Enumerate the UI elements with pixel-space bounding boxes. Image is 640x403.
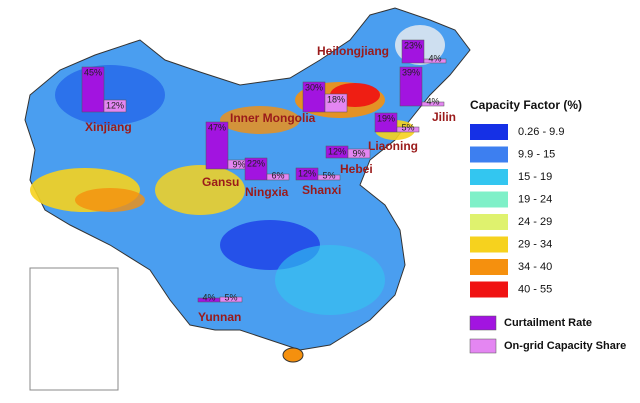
curtailment-label: 39% xyxy=(402,67,420,77)
share-bar xyxy=(396,126,420,133)
curtailment-bar xyxy=(399,66,423,107)
legend-swatch xyxy=(470,281,508,298)
share-label: 5% xyxy=(401,122,414,132)
province-name: Ningxia xyxy=(245,185,289,199)
province-name: Hebei xyxy=(340,162,373,176)
curtailment-label: 19% xyxy=(377,113,395,123)
province-name: Jilin xyxy=(432,110,456,124)
curtailment-bar xyxy=(81,66,105,113)
share-bar xyxy=(219,296,243,303)
curtailment-bar xyxy=(244,157,268,181)
share-bar xyxy=(423,58,447,64)
curtailment-label: 4% xyxy=(202,292,215,302)
curtailment-label: 45% xyxy=(84,67,102,77)
share-label: 5% xyxy=(322,170,335,180)
share-label: 9% xyxy=(352,148,365,158)
share-bar xyxy=(324,93,348,113)
curtailment-label: 30% xyxy=(305,82,323,92)
share-label: 9% xyxy=(232,159,245,169)
legend-swatch xyxy=(470,169,508,185)
curtailment-label: 12% xyxy=(328,146,346,156)
share-bar xyxy=(317,174,341,181)
curtailment-bar xyxy=(374,112,398,133)
legend-swatch xyxy=(470,259,508,275)
province-name: Heilongjiang xyxy=(317,44,389,58)
legend-bar-label: Curtailment Rate xyxy=(504,317,592,329)
share-bar xyxy=(347,148,371,159)
share-label: 18% xyxy=(327,94,345,104)
curtailment-label: 22% xyxy=(247,158,265,168)
curtailment-label: 12% xyxy=(298,168,316,178)
legend-label: 19 - 24 xyxy=(518,193,552,205)
legend-bar-swatch xyxy=(469,338,497,354)
curtailment-bar xyxy=(401,39,425,64)
curtailment-bar xyxy=(295,167,319,181)
legend-bar-label: On-grid Capacity Share xyxy=(504,340,626,352)
legend-swatch xyxy=(470,214,508,230)
legend-label: 15 - 19 xyxy=(518,171,552,183)
share-bar xyxy=(421,101,445,107)
legend-label: 9.9 - 15 xyxy=(518,148,555,160)
curtailment-label: 47% xyxy=(208,122,226,132)
province-name: Shanxi xyxy=(302,183,341,197)
legend: Capacity Factor (%) 0.26 - 9.9 9.9 - 15 15… xyxy=(469,98,626,354)
share-bar xyxy=(103,99,127,113)
legend-label: 40 - 55 xyxy=(518,283,552,295)
province-name: Yunnan xyxy=(198,310,241,324)
legend-swatch xyxy=(470,124,508,140)
province-name: Gansu xyxy=(202,175,239,189)
province-name: Xinjiang xyxy=(85,120,132,134)
legend-title: Capacity Factor (%) xyxy=(470,98,582,112)
curtailment-bar xyxy=(205,121,229,170)
curtailment-label: 23% xyxy=(404,40,422,50)
legend-label: 0.26 - 9.9 xyxy=(518,126,564,138)
legend-swatch xyxy=(470,146,508,163)
legend-label: 34 - 40 xyxy=(518,261,552,273)
share-label: 6% xyxy=(271,170,284,180)
province-name: Inner Mongolia xyxy=(230,111,316,125)
share-label: 4% xyxy=(426,96,439,106)
share-bar xyxy=(266,173,290,181)
province-name: Liaoning xyxy=(368,139,418,153)
share-label: 5% xyxy=(224,292,237,302)
legend-bar-swatch xyxy=(469,315,497,331)
legend-swatch xyxy=(470,236,508,253)
province-bars: 45% 12% Xinjiang 47% 9% Gansu 22% 6% Ningxia 30% 1… xyxy=(81,39,456,324)
legend-label: 29 - 34 xyxy=(518,238,552,250)
legend-label: 24 - 29 xyxy=(518,216,552,228)
legend-swatch xyxy=(470,191,508,208)
share-label: 4% xyxy=(428,53,441,63)
share-label: 12% xyxy=(106,100,124,110)
